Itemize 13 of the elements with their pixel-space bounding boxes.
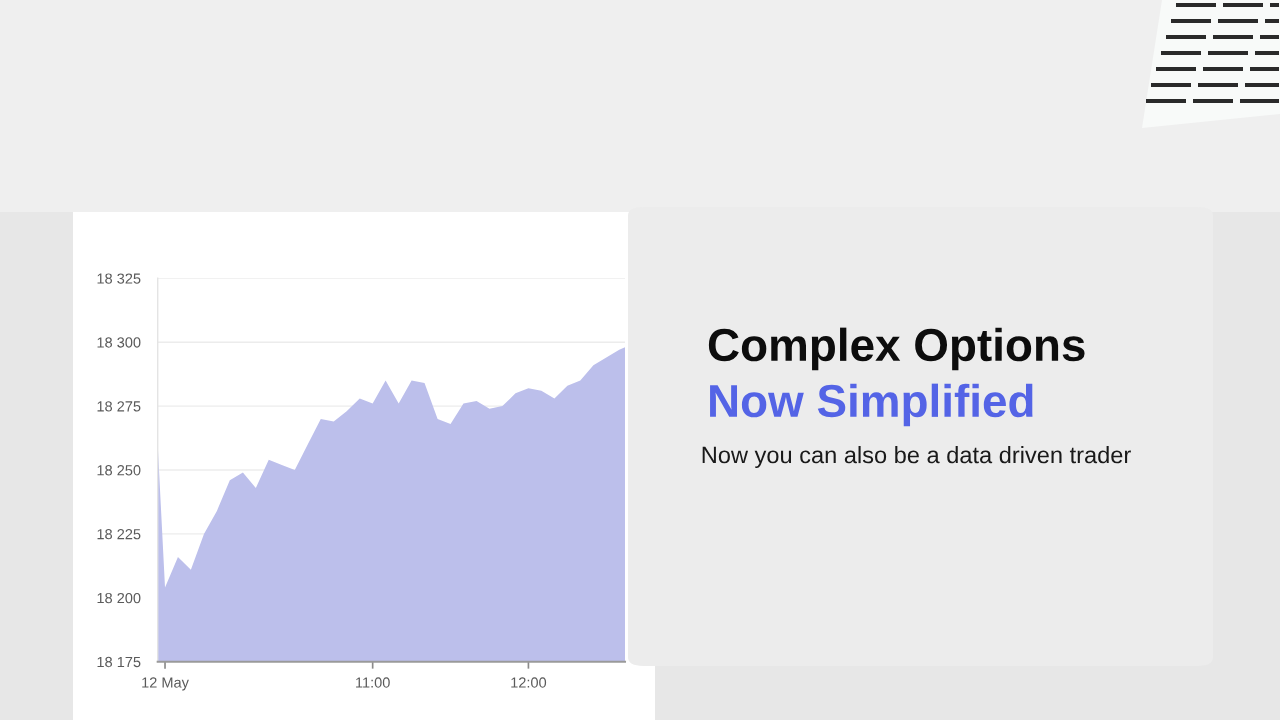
y-tick-label: 18 175 (97, 656, 141, 668)
y-tick-label: 18 250 (97, 465, 141, 476)
text: Complex Options (708, 327, 1085, 371)
y-tick-label: 18 225 (97, 529, 141, 540)
text: Now Simplified (710, 383, 1033, 427)
x-tick-label: 11:00 (356, 677, 390, 688)
x-tick-label: 12 May (142, 677, 189, 691)
y-tick-label: 18 200 (97, 592, 141, 604)
text: Now you can also be a data driven trader (702, 445, 1131, 468)
y-tick-label: 18 275 (97, 401, 141, 412)
y-tick-label: 18 300 (97, 337, 141, 348)
y-tick-label: 18 325 (97, 273, 141, 284)
x-tick-label: 12:00 (511, 677, 547, 688)
